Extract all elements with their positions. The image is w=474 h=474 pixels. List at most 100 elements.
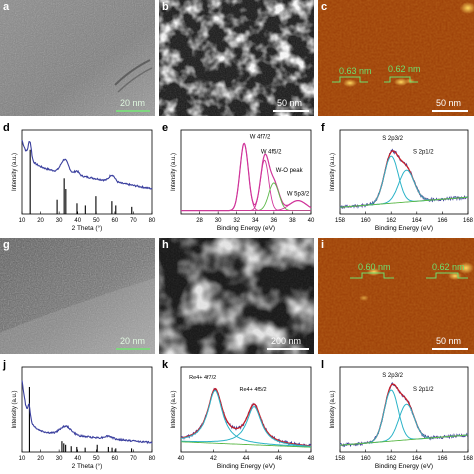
x-tick-label: 80 — [149, 456, 156, 462]
x-tick-label: 38 — [289, 218, 296, 224]
x-tick-label: 36 — [271, 218, 278, 224]
tem-texture-a — [0, 0, 155, 116]
x-axis-label: 2 Theta (°) — [72, 462, 103, 470]
annotation-s2p32: S 2p3/2 — [382, 373, 403, 379]
y-axis-label: Intensity (a.u.) — [171, 153, 177, 191]
tem-image-a: a 20 nm — [0, 0, 155, 116]
x-tick-label: 20 — [37, 456, 44, 462]
afm-texture-i — [318, 238, 474, 354]
xrd-trace — [21, 380, 153, 445]
plot-frame — [180, 129, 312, 215]
haadf-texture-h — [159, 238, 314, 354]
x-tick-label: 168 — [463, 456, 474, 462]
x-tick-label: 60 — [112, 218, 119, 224]
panel-label: k — [162, 359, 169, 371]
x-tick-label: 10 — [19, 456, 26, 462]
panel-label: d — [3, 122, 10, 134]
x-tick-label: 50 — [93, 456, 100, 462]
fit-w5p — [181, 200, 312, 212]
x-axis-label: Binding Energy (eV) — [217, 225, 275, 232]
x-tick-label: 34 — [252, 218, 259, 224]
xps-data — [180, 387, 312, 448]
afm-image-c: c 0.63 nm 0.62 nm 50 nm — [318, 0, 474, 116]
panel-label: e — [162, 122, 168, 134]
scale-text-h: 200 nm — [271, 336, 302, 346]
height-label-c1: 0.63 nm — [339, 66, 372, 76]
xrd-trace — [21, 139, 153, 190]
x-tick-label: 166 — [437, 218, 448, 224]
x-tick-label: 80 — [149, 218, 156, 224]
haadf-texture-b — [159, 0, 314, 116]
panel-label-c: c — [321, 1, 328, 13]
xps-envelope — [181, 142, 312, 212]
chart-panel-f: f 158 160 162 164 166 168 Binding Energy (eV) In… — [318, 120, 474, 236]
x-axis-label: Binding Energy (eV) — [217, 463, 275, 470]
chart-panel-d: d 10 20 30 40 50 60 70 80 2 Theta (°) Intensity (a… — [0, 120, 158, 236]
chart-panel-k: k 40 42 44 46 48 Binding Energy (eV) Intensity … — [159, 357, 317, 474]
xrd-chart-d: d 10 20 30 40 50 60 70 80 2 Theta (°) Intensity (a… — [3, 122, 156, 232]
x-axis-label: 2 Theta (°) — [72, 224, 103, 232]
xrd-chart-j: j 10 20 30 40 50 60 70 80 2 Theta (°) Intensity (a… — [2, 359, 156, 470]
haadf-image-b: b 50 nm — [159, 0, 314, 116]
x-tick-label: 44 — [243, 456, 250, 462]
x-tick-label: 30 — [215, 218, 222, 224]
scale-bar-h — [267, 348, 309, 350]
baseline — [339, 196, 468, 208]
x-tick-label: 164 — [412, 456, 423, 462]
baseline — [181, 441, 311, 448]
x-tick-label: 30 — [56, 218, 63, 224]
x-axis-label: Binding Energy (eV) — [375, 463, 433, 470]
x-tick-label: 158 — [335, 218, 346, 224]
plot-frame — [21, 366, 153, 453]
panel-label-b: b — [162, 1, 169, 13]
scale-text-b: 50 nm — [277, 98, 303, 108]
panel-label: l — [321, 359, 324, 371]
xps-chart-k: k 40 42 44 46 48 Binding Energy (eV) Intensity … — [162, 359, 315, 470]
fit-s2p12 — [340, 403, 468, 446]
annotation-wo: W-O peak — [276, 168, 304, 174]
x-tick-label: 164 — [412, 218, 423, 224]
x-axis-label: Binding Energy (eV) — [375, 225, 433, 232]
panel-label: f — [321, 122, 325, 134]
annotation-w4f52: W 4f5/2 — [261, 150, 282, 156]
height-label-i2: 0.62 nm — [432, 262, 465, 272]
x-tick-label: 48 — [308, 456, 315, 462]
x-tick-label: 160 — [361, 456, 372, 462]
x-tick-label: 42 — [210, 456, 217, 462]
y-axis-label: Intensity (a.u.) — [12, 153, 18, 191]
x-tick-label: 158 — [335, 456, 346, 462]
x-tick-label: 40 — [74, 218, 81, 224]
y-axis-label: Intensity (a.u.) — [330, 153, 336, 191]
x-tick-label: 160 — [361, 218, 372, 224]
xps-chart-f: f 158 160 162 164 166 168 Binding Energy (eV) In… — [321, 122, 474, 232]
scale-text-i: 50 nm — [436, 336, 462, 346]
scale-bar-i — [432, 348, 468, 350]
y-axis-label: Intensity (a.u.) — [12, 390, 18, 428]
scale-bar-g — [116, 348, 150, 350]
plot-frame — [339, 129, 469, 215]
x-tick-label: 70 — [130, 218, 137, 224]
annotation-s2p12: S 2p1/2 — [413, 387, 434, 393]
height-label-c2: 0.62 nm — [388, 64, 421, 74]
x-tick-label: 50 — [93, 218, 100, 224]
baseline — [340, 434, 468, 446]
x-tick-label: 20 — [37, 218, 44, 224]
x-tick-label: 32 — [233, 218, 240, 224]
annotation-w4f72: W 4f7/2 — [250, 134, 271, 140]
annotation-re4f52: Re4+ 4f5/2 — [240, 387, 267, 393]
annotation-re4f72: Re4+ 4f7/2 — [189, 375, 216, 381]
y-axis-label: Intensity (a.u.) — [171, 390, 177, 428]
panel-label-h: h — [162, 239, 169, 251]
panel-label-i: i — [321, 239, 325, 251]
scale-text-g: 20 nm — [120, 336, 146, 346]
chart-panel-j: j 10 20 30 40 50 60 70 80 2 Theta (°) Intensity (a… — [0, 357, 158, 474]
x-tick-label: 40 — [178, 456, 185, 462]
x-tick-label: 46 — [275, 456, 282, 462]
panel-label-g: g — [3, 239, 10, 251]
x-tick-label: 168 — [463, 218, 474, 224]
xps-envelope — [180, 387, 312, 447]
tem-image-g: g 20 nm — [0, 238, 155, 354]
scale-text-c: 50 nm — [436, 98, 462, 108]
fit-s2p12 — [339, 169, 468, 208]
afm-image-i: i 0.60 nm 0.62 nm 50 nm — [318, 238, 474, 354]
